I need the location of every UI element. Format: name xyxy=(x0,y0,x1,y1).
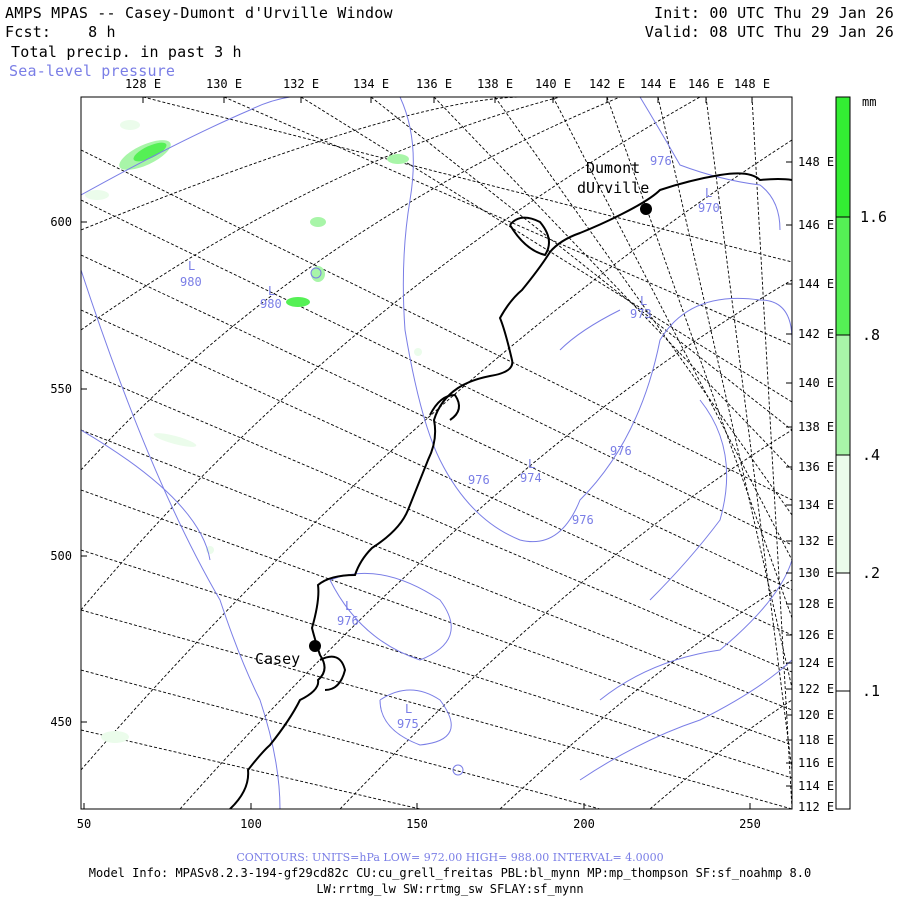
station-marker-casey xyxy=(309,640,321,652)
colorbar-label: .2 xyxy=(862,564,880,582)
lon-right-label: 122 E xyxy=(798,682,835,696)
lon-right-label: 134 E xyxy=(798,498,835,512)
lon-top-label: 128 E xyxy=(124,77,162,91)
pressure-mark: L xyxy=(705,186,712,200)
pressure-mark: L xyxy=(405,702,412,716)
lon-right-label: 116 E xyxy=(798,756,835,770)
pressure-value: 980 xyxy=(180,275,202,289)
valid-time: Valid: 08 UTC Thu 29 Jan 26 xyxy=(644,23,894,41)
lon-right-label: 120 E xyxy=(798,708,835,722)
init-time: Init: 00 UTC Thu 29 Jan 26 xyxy=(654,4,894,22)
x-bottom-label: 50 xyxy=(76,817,92,831)
pressure-value: 976 xyxy=(572,513,594,527)
contour-info: CONTOURS: UNITS=hPa LOW= 972.00 HIGH= 98… xyxy=(236,851,664,864)
lon-top-label: 138 E xyxy=(476,77,514,91)
lon-top-label: 144 E xyxy=(639,77,677,91)
pressure-value: 974 xyxy=(520,471,542,485)
pressure-value: 976 xyxy=(468,473,490,487)
pressure-mark: L xyxy=(345,599,352,613)
pressure-value: 975 xyxy=(397,717,419,731)
y-left-label: 500 xyxy=(50,549,72,563)
lon-right-label: 126 E xyxy=(798,628,835,642)
lon-right-label: 124 E xyxy=(798,656,835,670)
lon-top-label: 134 E xyxy=(352,77,390,91)
pressure-contours xyxy=(81,97,792,809)
lon-right-label: 140 E xyxy=(798,376,835,390)
lon-right-label: 144 E xyxy=(798,277,835,291)
pressure-value: 976 xyxy=(650,154,672,168)
pressure-mark: L xyxy=(268,284,275,298)
lon-right-label: 112 E xyxy=(798,800,835,814)
longitude-gridlines xyxy=(81,97,792,809)
x-bottom-label: 250 xyxy=(739,817,761,831)
forecast-hour: Fcst: 8 h xyxy=(5,23,116,41)
lon-right-label: 138 E xyxy=(798,420,835,434)
station-label-dumont: Dumont xyxy=(586,159,640,177)
lon-top-label: 148 E xyxy=(733,77,771,91)
station-label-dumont-2: dUrville xyxy=(577,179,649,197)
model-schemes: LW:rrtmg_lw SW:rrtmg_sw SFLAY:sf_mynn xyxy=(316,882,584,896)
lon-right-label: 146 E xyxy=(798,218,835,232)
lon-top-label: 136 E xyxy=(415,77,453,91)
colorbar-label: 1.6 xyxy=(860,208,887,226)
lon-right-label: 142 E xyxy=(798,327,835,341)
lon-right-label: 132 E xyxy=(798,534,835,548)
pressure-mark: L xyxy=(188,259,195,273)
colorbar-label: .4 xyxy=(862,446,880,464)
x-bottom-label: 100 xyxy=(240,817,262,831)
pressure-mark: L xyxy=(528,457,535,471)
y-left-label: 600 xyxy=(50,215,72,229)
lon-right-label: 130 E xyxy=(798,566,835,580)
colorbar xyxy=(835,96,851,810)
pressure-value: 973 xyxy=(630,307,652,321)
map-title: AMPS MPAS -- Casey-Dumont d'Urville Wind… xyxy=(5,4,393,22)
model-info: Model Info: MPASv8.2.3-194-gf29cd82c CU:… xyxy=(88,866,812,880)
field-name: Total precip. in past 3 h xyxy=(11,43,242,61)
pressure-value: 980 xyxy=(260,297,282,311)
station-label-casey: Casey xyxy=(255,650,300,668)
lon-right-label: 118 E xyxy=(798,733,835,747)
pressure-value: 976 xyxy=(610,444,632,458)
latitude-gridlines xyxy=(81,97,792,809)
colorbar-unit: mm xyxy=(862,95,876,109)
lon-top-label: 132 E xyxy=(282,77,320,91)
pressure-value: 970 xyxy=(698,201,720,215)
colorbar-label: .1 xyxy=(862,682,880,700)
y-left-label: 550 xyxy=(50,382,72,396)
pressure-value: 976 xyxy=(337,614,359,628)
x-bottom-label: 150 xyxy=(406,817,428,831)
lon-right-label: 136 E xyxy=(798,460,835,474)
coastline xyxy=(229,172,792,809)
lon-top-label: 142 E xyxy=(588,77,626,91)
lon-right-label: 148 E xyxy=(798,155,835,169)
lon-right-label: 128 E xyxy=(798,597,835,611)
overlay-name: Sea-level pressure xyxy=(9,62,176,80)
colorbar-label: .8 xyxy=(862,326,880,344)
lon-right-label: 114 E xyxy=(798,779,835,793)
y-left-label: 450 xyxy=(50,715,72,729)
lon-top-label: 140 E xyxy=(534,77,572,91)
lon-top-label: 146 E xyxy=(687,77,725,91)
station-marker-dumont xyxy=(640,203,652,215)
precip-shading xyxy=(85,120,422,743)
pressure-mark: L xyxy=(640,294,647,308)
x-bottom-label: 200 xyxy=(573,817,595,831)
lon-top-label: 130 E xyxy=(205,77,243,91)
